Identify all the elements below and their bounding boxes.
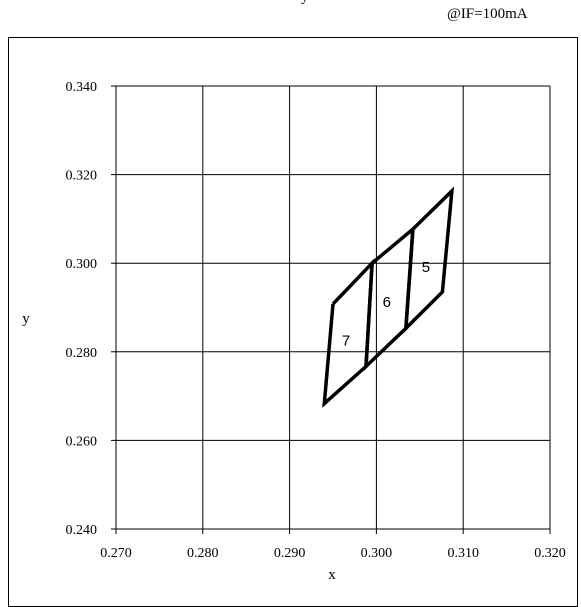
truncated-header-text: y xyxy=(301,0,309,6)
bin-label-5: 5 xyxy=(422,259,430,276)
y-tick-label: 0.300 xyxy=(66,257,98,272)
y-tick-label: 0.240 xyxy=(66,523,98,538)
y-axis-label: y xyxy=(22,311,30,327)
x-axis-label: x xyxy=(328,567,336,583)
test-condition-note: @IF=100mA xyxy=(447,6,528,22)
bin-label-6: 6 xyxy=(383,294,391,311)
x-tick-label: 0.310 xyxy=(447,546,479,561)
bin-7-outline xyxy=(322,258,375,408)
x-tick-label: 0.280 xyxy=(187,546,219,561)
y-tick-label: 0.320 xyxy=(66,169,98,184)
x-tick-label: 0.290 xyxy=(274,546,306,561)
x-tick-label: 0.270 xyxy=(100,546,132,561)
x-tick-label: 0.320 xyxy=(534,546,566,561)
y-tick-label: 0.340 xyxy=(66,80,98,95)
bin-label-7: 7 xyxy=(342,332,350,349)
y-tick-label: 0.280 xyxy=(66,346,98,361)
y-tick-label: 0.260 xyxy=(66,434,98,449)
x-tick-label: 0.300 xyxy=(361,546,393,561)
